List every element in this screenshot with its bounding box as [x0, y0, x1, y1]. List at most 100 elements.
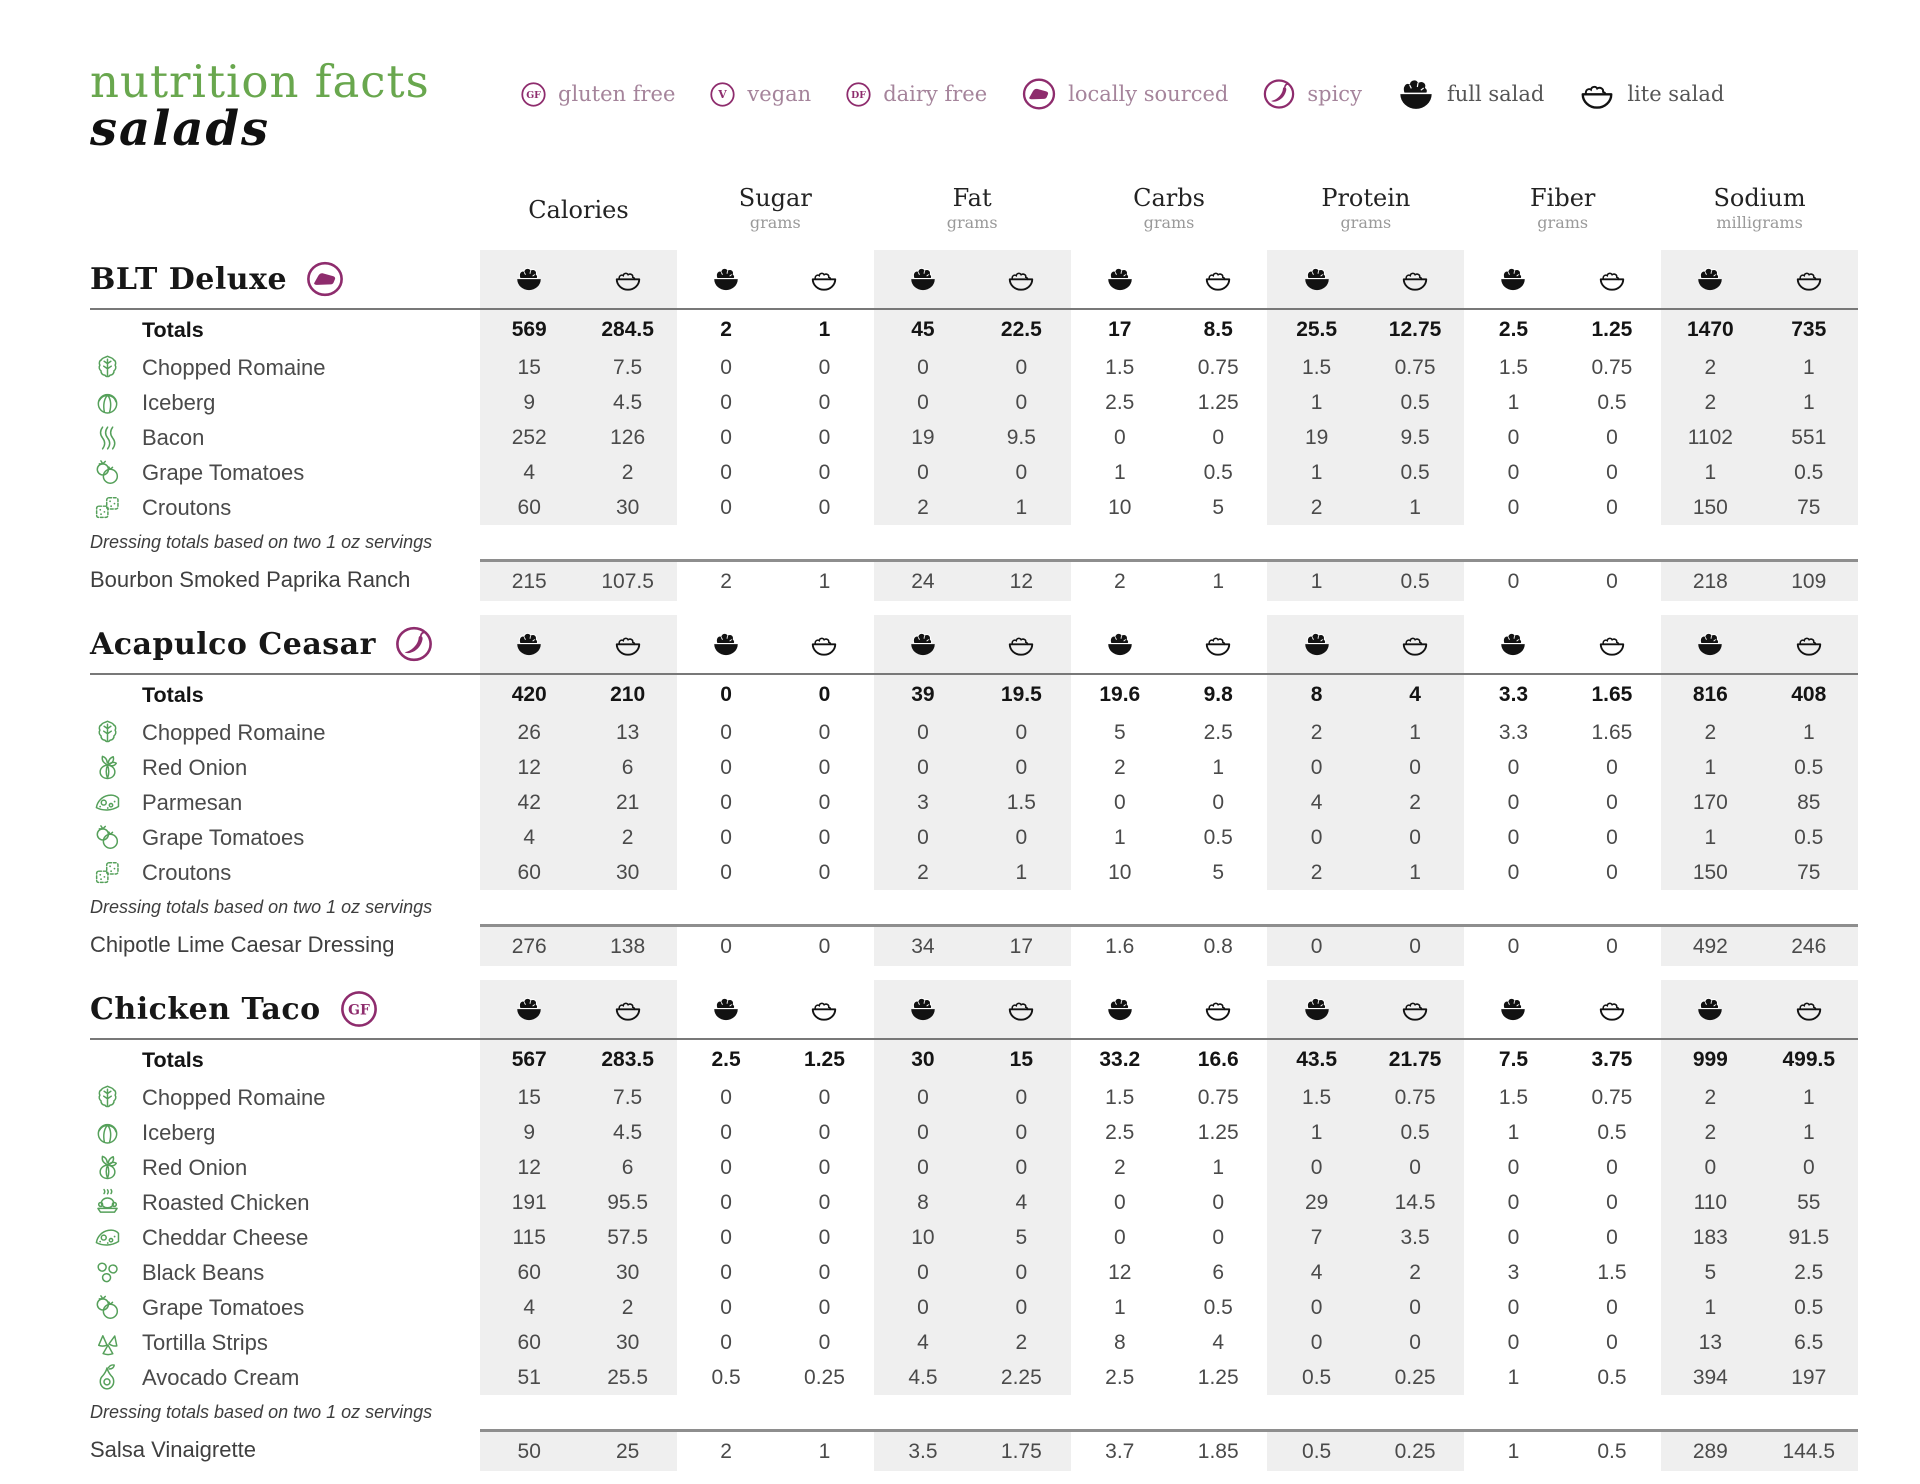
value-cell: 15 [480, 1080, 579, 1115]
lite-salad-icon [809, 994, 839, 1024]
value-cell: 15 [480, 350, 579, 385]
value-cell: 1 [1759, 350, 1858, 385]
value-cell: 5 [1212, 860, 1225, 884]
value-cell: 2 [578, 1290, 677, 1325]
ingredient-name: Tortilla Strips [142, 1329, 268, 1355]
value-cell: 12 [480, 750, 579, 785]
full-salad-icon [908, 264, 938, 294]
lite-salad-icon [1400, 264, 1430, 294]
value-cell: 0 [1606, 825, 1618, 849]
column-unit: grams [946, 213, 998, 232]
dressing-value-cell: 109 [1759, 559, 1858, 601]
dressing-note: Dressing totals based on two 1 oz servin… [90, 896, 433, 917]
dressing-value-cell: 1.6 [1070, 924, 1169, 966]
ingredient-label: Bacon [90, 420, 480, 455]
column-unit: milligrams [1716, 213, 1803, 232]
value-cell: 1 [1661, 750, 1760, 785]
value-cell: 0.5 [1203, 460, 1233, 484]
ingredient-label: Red Onion [90, 750, 480, 785]
value-cell: 0.75 [1197, 355, 1239, 379]
salad-section: Chicken Taco GF Totals 567 283.5 2.5 1.25 30 15 3… [90, 980, 1858, 1471]
full-salad-column-icon [873, 980, 973, 1040]
column-label: Fat [952, 184, 992, 212]
section-badge [394, 624, 434, 664]
value-cell: 0 [720, 1190, 732, 1214]
value-cell: 0.5 [1203, 1295, 1233, 1319]
column-headers: Calories Sugar grams Fat grams Carbs grams Prot… [90, 184, 1858, 250]
value-cell: 42 [480, 785, 579, 820]
value-cell: 0 [1507, 495, 1520, 519]
full-salad-icon [1498, 994, 1528, 1024]
value-cell: 0.75 [1591, 355, 1633, 379]
value-cell: 0 [1507, 790, 1520, 814]
tomato-icon [92, 822, 123, 853]
value-cell: 0.75 [1197, 1085, 1239, 1109]
ingredient-label: Grape Tomatoes [90, 820, 480, 855]
legend-item: GF gluten free [520, 81, 675, 108]
legend-label: gluten free [558, 82, 676, 106]
value-cell: 394 [1661, 1360, 1760, 1395]
full-salad-column-icon [1267, 250, 1366, 310]
full-salad-icon [1498, 629, 1528, 659]
totals-value-cell: 284.5 [578, 310, 677, 350]
totals-value-cell: 8 [1267, 675, 1366, 715]
column-unit: grams [1537, 213, 1589, 232]
ingredient-label: Avocado Cream [90, 1360, 480, 1395]
value-cell: 7.5 [578, 1080, 677, 1115]
dressing-value-cell: 1.85 [1169, 1429, 1268, 1471]
lite-salad-icon [1400, 994, 1430, 1024]
column-header: Sugar grams [677, 184, 874, 250]
value-cell: 1 [1759, 1080, 1858, 1115]
value-cell: 183 [1661, 1220, 1760, 1255]
value-cell: 0 [818, 1190, 831, 1214]
value-cell: 0 [1267, 1325, 1366, 1360]
value-cell: 1 [1365, 715, 1465, 750]
value-cell: 0 [720, 755, 732, 779]
value-cell: 0.5 [1759, 820, 1858, 855]
value-cell: 1 [1507, 1365, 1520, 1389]
value-cell: 0 [972, 750, 1071, 785]
value-cell: 1 [1661, 820, 1760, 855]
svg-text:GF: GF [348, 1003, 370, 1019]
ingredient-label: Chopped Romaine [90, 350, 480, 385]
value-cell: 2 [1661, 1080, 1760, 1115]
column-label: Fiber [1530, 184, 1596, 212]
ingredient-name: Croutons [142, 494, 232, 520]
value-cell: 10 [1108, 495, 1132, 519]
value-cell: 0 [873, 750, 973, 785]
value-cell: 60 [480, 1325, 579, 1360]
totals-value-cell: 569 [480, 310, 579, 350]
value-cell: 0 [873, 715, 973, 750]
value-cell: 0 [818, 790, 831, 814]
value-cell: 2 [1113, 1155, 1126, 1179]
totals-value-cell: 0 [818, 683, 831, 706]
value-cell: 0 [720, 1260, 732, 1284]
ingredient-name: Black Beans [142, 1259, 265, 1285]
dressing-note: Dressing totals based on two 1 oz servin… [90, 531, 433, 552]
value-cell: 8 [1113, 1330, 1126, 1354]
full-salad-icon [1695, 264, 1725, 294]
lite-salad-column-icon [775, 250, 874, 310]
value-cell: 0.5 [1597, 390, 1627, 414]
dressing-value-cell: 218 [1661, 559, 1760, 601]
full-salad-column-icon [1464, 980, 1563, 1040]
ingredient-label: Black Beans [90, 1255, 480, 1290]
totals-value-cell: 16.6 [1197, 1048, 1239, 1071]
ingredient-label: Grape Tomatoes [90, 1290, 480, 1325]
parmesan-icon [92, 787, 123, 818]
onion-icon [92, 752, 123, 783]
salad-section: Acapulco Ceasar Totals 420 210 0 0 39 19.5 19.6 9… [90, 615, 1858, 966]
value-cell: 55 [1759, 1185, 1858, 1220]
ingredient-label: Roasted Chicken [90, 1185, 480, 1220]
totals-value-cell: 1470 [1661, 310, 1760, 350]
legend-label: lite salad [1627, 82, 1725, 106]
crouton-icon [92, 857, 123, 888]
value-cell: 2.25 [972, 1360, 1071, 1395]
full-salad-icon [1105, 994, 1135, 1024]
value-cell: 1 [972, 490, 1071, 525]
value-cell: 75 [1759, 855, 1858, 890]
value-cell: 1102 [1661, 420, 1760, 455]
totals-value-cell: 12.75 [1365, 310, 1465, 350]
